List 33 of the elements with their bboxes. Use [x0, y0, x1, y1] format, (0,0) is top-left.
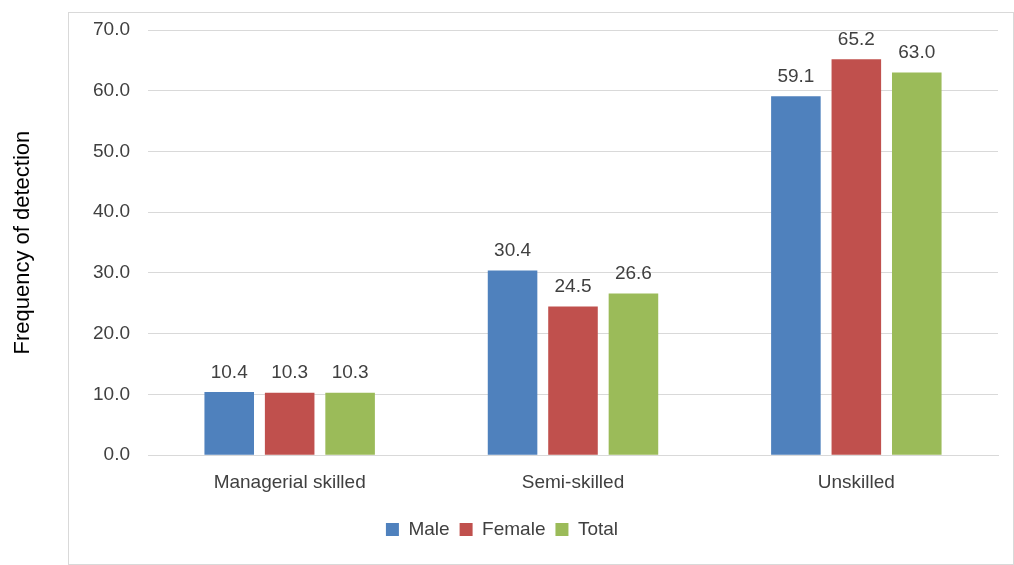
bar	[325, 392, 375, 455]
y-tick-label: 50.0	[93, 139, 130, 161]
y-tick-label: 0.0	[103, 443, 130, 465]
data-label: 10.4	[210, 360, 249, 382]
data-label: 63.0	[898, 41, 936, 63]
y-tick-label: 60.0	[93, 78, 130, 100]
y-tick-label: 20.0	[93, 321, 130, 343]
data-label: 10.3	[331, 361, 369, 383]
bar	[892, 72, 942, 455]
data-label: 65.2	[837, 27, 875, 49]
legend-label: Female	[482, 517, 546, 539]
bar	[771, 96, 821, 455]
data-label: 10.3	[271, 361, 309, 383]
bar	[548, 306, 598, 455]
legend-label: Total	[577, 517, 619, 539]
y-tick-label: 40.0	[93, 200, 130, 222]
legend-label: Male	[408, 517, 450, 539]
bar	[487, 270, 538, 455]
bar	[608, 293, 659, 455]
data-label: 24.5	[554, 275, 592, 297]
bar	[204, 392, 254, 455]
data-label: 26.6	[614, 262, 652, 284]
y-axis-title: Frequency of detection	[9, 130, 35, 355]
data-label: 30.4	[494, 239, 532, 261]
x-tick-label: Unskilled	[817, 470, 895, 492]
bar	[264, 392, 315, 455]
y-tick-label: 70.0	[93, 18, 130, 40]
y-tick-label: 10.0	[93, 382, 130, 404]
bar	[831, 59, 882, 455]
x-tick-label: Managerial skilled	[213, 470, 366, 492]
data-label: 59.1	[777, 64, 815, 86]
y-tick-label: 30.0	[93, 261, 130, 283]
x-tick-label: Semi-skilled	[521, 470, 625, 492]
